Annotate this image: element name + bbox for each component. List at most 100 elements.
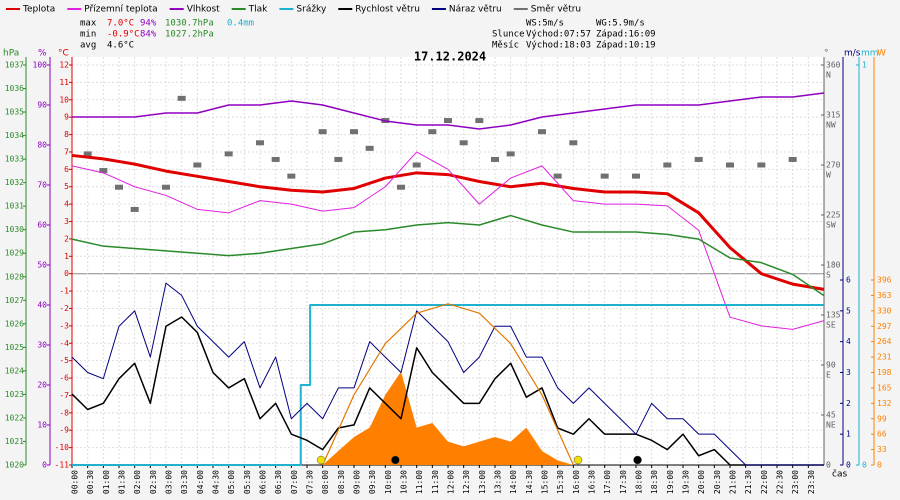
y-tick-label: 1036 — [5, 84, 24, 93]
x-tick-label: 05:30 — [243, 470, 252, 494]
x-tick-label: 21:00 — [729, 470, 738, 494]
x-tick-label: 10:30 — [400, 470, 409, 494]
point — [99, 168, 108, 174]
y-tick-label: 90 — [826, 361, 836, 370]
y-tick-label: 30 — [37, 341, 47, 350]
y-tick-label: 396 — [877, 276, 892, 285]
x-tick-label: 13:00 — [478, 470, 487, 494]
y-tick-label: 8 — [64, 130, 69, 139]
point — [788, 156, 797, 162]
sun-set: Západ:16:09 — [596, 30, 656, 40]
x-tick-label: 23:30 — [807, 470, 816, 494]
y-tick-label: 225 — [826, 211, 841, 220]
y-tick-label: -5 — [59, 356, 69, 365]
x-tick-label: 13:30 — [494, 470, 503, 494]
y-tick-label: 1021 — [5, 437, 24, 446]
y-tick-label: 180 — [826, 261, 841, 270]
x-tick-label: 19:00 — [666, 470, 675, 494]
y-tick-label: 1 — [846, 430, 851, 439]
x-tick-label: 21:30 — [744, 470, 753, 494]
y-tick-label: 198 — [877, 368, 892, 377]
x-axis-label: čas — [832, 469, 847, 480]
axis-unit: ° — [824, 49, 829, 59]
x-tick-label: 12:30 — [462, 470, 471, 494]
compass-label: NE — [826, 421, 836, 430]
x-tick-label: 06:00 — [259, 470, 268, 494]
y-tick-label: 66 — [877, 430, 887, 439]
point — [428, 129, 437, 135]
compass-label: E — [826, 371, 831, 380]
point — [412, 162, 421, 168]
x-tick-label: 02:00 — [133, 470, 142, 494]
point — [694, 156, 703, 162]
compass-label: W — [826, 171, 831, 180]
x-tick-label: 11:30 — [431, 470, 440, 494]
x-tick-label: 16:00 — [572, 470, 581, 494]
y-tick-label: -8 — [59, 408, 69, 417]
x-tick-label: 09:00 — [353, 470, 362, 494]
y-tick-label: 45 — [826, 411, 836, 420]
axis-unit: mm — [861, 49, 879, 59]
y-tick-label: 330 — [877, 306, 892, 315]
y-tick-label: 1033 — [5, 155, 24, 164]
x-tick-label: 20:00 — [697, 470, 706, 494]
y-tick-label: 2 — [846, 399, 851, 408]
x-tick-label: 08:00 — [321, 470, 330, 494]
y-tick-label: 1024 — [5, 366, 24, 375]
y-tick-label: 1030 — [5, 225, 24, 234]
y-tick-label: 0 — [846, 461, 851, 470]
sun-rise: Východ:07:57 — [526, 30, 591, 40]
point — [569, 140, 578, 146]
axis-unit: °C — [58, 49, 69, 59]
y-tick-label: 1028 — [5, 272, 24, 281]
y-tick-label: 50 — [37, 261, 47, 270]
x-tick-label: 22:30 — [776, 470, 785, 494]
compass-label: SE — [826, 321, 836, 330]
y-tick-label: 315 — [826, 111, 841, 120]
stat: 84% — [140, 30, 157, 40]
stat: 4.6°C — [107, 41, 134, 51]
y-tick-label: 363 — [877, 291, 892, 300]
x-tick-label: 06:30 — [274, 470, 283, 494]
y-tick-label: 33 — [877, 445, 887, 454]
y-tick-label: -6 — [59, 374, 69, 383]
y-tick-label: -3 — [59, 321, 69, 330]
moon-set: Západ:10:19 — [596, 41, 656, 51]
stat: 7.0°C — [107, 19, 134, 29]
y-tick-label: 135 — [826, 311, 841, 320]
y-tick-label: 10 — [37, 421, 47, 430]
point — [553, 173, 562, 179]
y-tick-label: 1032 — [5, 178, 24, 187]
legend-label: Přízemní teplota — [84, 5, 157, 15]
wind-info: WG:5.9m/s — [596, 19, 645, 29]
y-tick-label: -7 — [59, 391, 69, 400]
legend-label: Teplota — [22, 5, 55, 15]
y-tick-label: 1023 — [5, 390, 24, 399]
stat-label: avg — [80, 41, 96, 51]
y-tick-label: 5 — [846, 306, 851, 315]
y-tick-label: 1026 — [5, 319, 24, 328]
y-tick-label: 4 — [846, 337, 851, 346]
y-tick-label: 0 — [826, 461, 831, 470]
chart-title: 17.12.2024 — [414, 50, 486, 64]
line — [322, 303, 574, 466]
x-tick-label: 20:30 — [713, 470, 722, 494]
x-tick-label: 04:30 — [212, 470, 221, 494]
x-tick-label: 16:30 — [588, 470, 597, 494]
x-tick-label: 22:00 — [760, 470, 769, 494]
x-tick-label: 02:30 — [149, 470, 158, 494]
compass-label: S — [826, 271, 831, 280]
y-tick-label: 100 — [33, 61, 48, 70]
y-tick-label: 3 — [846, 368, 851, 377]
stat: 1027.2hPa — [165, 30, 214, 40]
point — [177, 95, 186, 101]
point — [162, 184, 170, 190]
x-tick-label: 14:00 — [509, 470, 518, 494]
y-tick-label: 1037 — [5, 61, 24, 70]
x-tick-label: 03:30 — [180, 470, 189, 494]
axis-unit: hPa — [3, 49, 19, 59]
x-tick-label: 01:30 — [118, 470, 127, 494]
point — [334, 156, 343, 162]
compass-label: NW — [826, 121, 836, 130]
y-tick-label: 1020 — [5, 461, 24, 470]
